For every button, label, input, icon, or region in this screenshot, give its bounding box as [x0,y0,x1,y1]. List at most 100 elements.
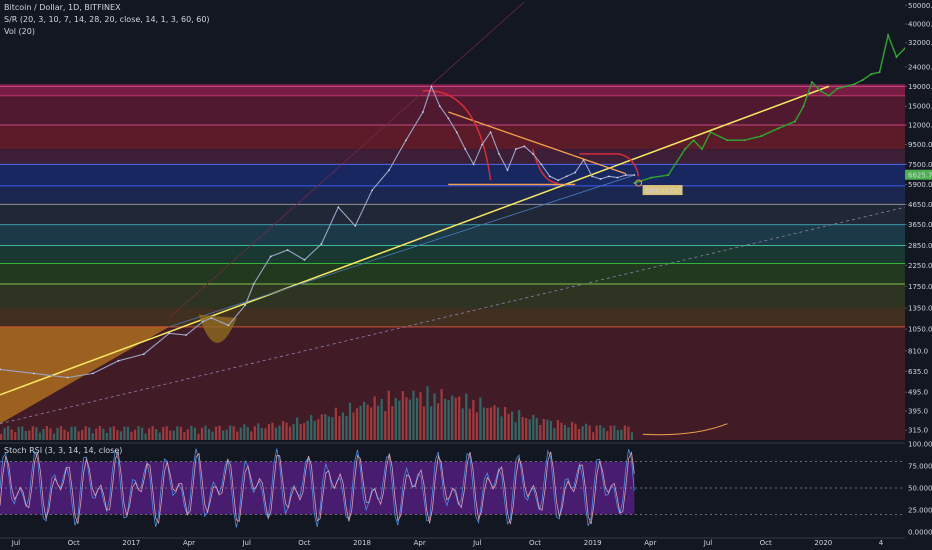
volume-bar [362,401,366,440]
volume-bar [440,389,443,440]
time-tick-label: 2018 [353,539,371,547]
annotations: $6000USD [635,179,683,196]
volume-bar [458,396,461,440]
time-axis[interactable]: Jul Oct 2017 Apr Jul Oct 2018 Apr Jul Oct 2019 Apr J… [0,537,905,547]
volume-bar [518,410,521,440]
annotation-point [635,179,643,187]
price-point [878,71,881,74]
volume-bar [419,392,422,440]
price-point [498,152,500,155]
time-tick-label: Jul [472,539,482,547]
volume-bar [172,430,175,440]
price-point [633,182,636,184]
price-point [836,87,839,90]
price-point [777,127,780,130]
volume-bar [151,425,154,440]
volume-bar [577,429,581,440]
price-point [320,243,323,245]
volume-bar [49,428,52,440]
descending-trendline [448,111,627,175]
time-tick-label: 4 [879,539,884,547]
price-point [286,249,289,251]
price-point [650,176,653,179]
price-point [32,372,35,375]
price-point [701,148,703,150]
sr-zone-1 [0,95,905,125]
sr-zone-7 [0,225,905,247]
volume-bar [429,406,433,440]
price-tick-label: 3650.0 [908,221,932,229]
volume-bar [296,417,299,440]
volume-bar [613,425,616,440]
price-point [582,159,585,161]
volume-bar [585,423,588,440]
sr-zone-11 [0,308,905,327]
volume-bar [274,427,278,440]
price-point [405,139,407,142]
volume-bar [313,420,316,440]
volume-bar [183,432,186,440]
volume-bar [3,428,6,440]
sr-zone-9 [0,263,905,284]
volume-bar [327,416,330,440]
price-point [303,258,306,261]
volume-bar [595,425,598,440]
volume-bar [91,433,94,440]
cup-shape [198,314,237,343]
price-point [684,148,686,150]
volume-bar [162,427,165,440]
price-series [0,32,906,379]
price-point [667,174,670,176]
time-tick-label: Jul [241,539,251,547]
price-point [540,163,543,166]
volume-bar [59,426,63,440]
volume-bar [246,427,249,440]
volume-bar [341,412,345,440]
price-point [811,81,813,84]
volume-bar [623,425,626,440]
volume-bar [81,430,84,440]
volume-bar [415,397,419,440]
volume-bar [260,428,263,440]
time-tick-label: 2019 [584,539,602,547]
volume-bar [137,426,140,440]
price-point [608,175,610,178]
volume-bar [45,426,49,440]
volume-bar [193,427,197,440]
current-price-label: 6625.7 [908,172,932,180]
volume-bar [324,414,327,440]
volume-bar [204,425,207,440]
volume-bar [140,427,144,440]
price-tick-label: 32000.0 [908,39,932,47]
volume-bar [112,426,115,440]
volume-bar [292,423,295,440]
volume-bar [88,427,91,440]
volume-bar [570,421,574,440]
volume-bar [454,397,457,440]
volume-bar [288,426,292,440]
rsi-k-line [0,448,635,528]
price-point [388,169,390,172]
volume-bar [553,428,556,440]
volume-bar [500,416,503,440]
price-point [574,171,577,174]
price-point [202,320,204,323]
volume-bar [387,390,390,440]
volume-bar [165,426,168,440]
price-axis-background [905,0,932,550]
volume-bar [299,424,302,440]
price-tick-label: 9500.0 [908,141,932,149]
volume-bar [581,426,584,440]
volume-bar [14,432,17,440]
volume-bar [257,423,260,440]
price-point [447,117,450,120]
volume-bar [588,425,591,440]
volume-bar [334,407,337,440]
price-point [870,73,873,76]
volume-bar [310,414,313,440]
price-point [455,131,458,134]
red-arc-2 [532,148,559,184]
price-axis[interactable]: 315.0 395.0 495.0 635.0 810.0 1050.0 1350.0 175… [905,0,932,550]
